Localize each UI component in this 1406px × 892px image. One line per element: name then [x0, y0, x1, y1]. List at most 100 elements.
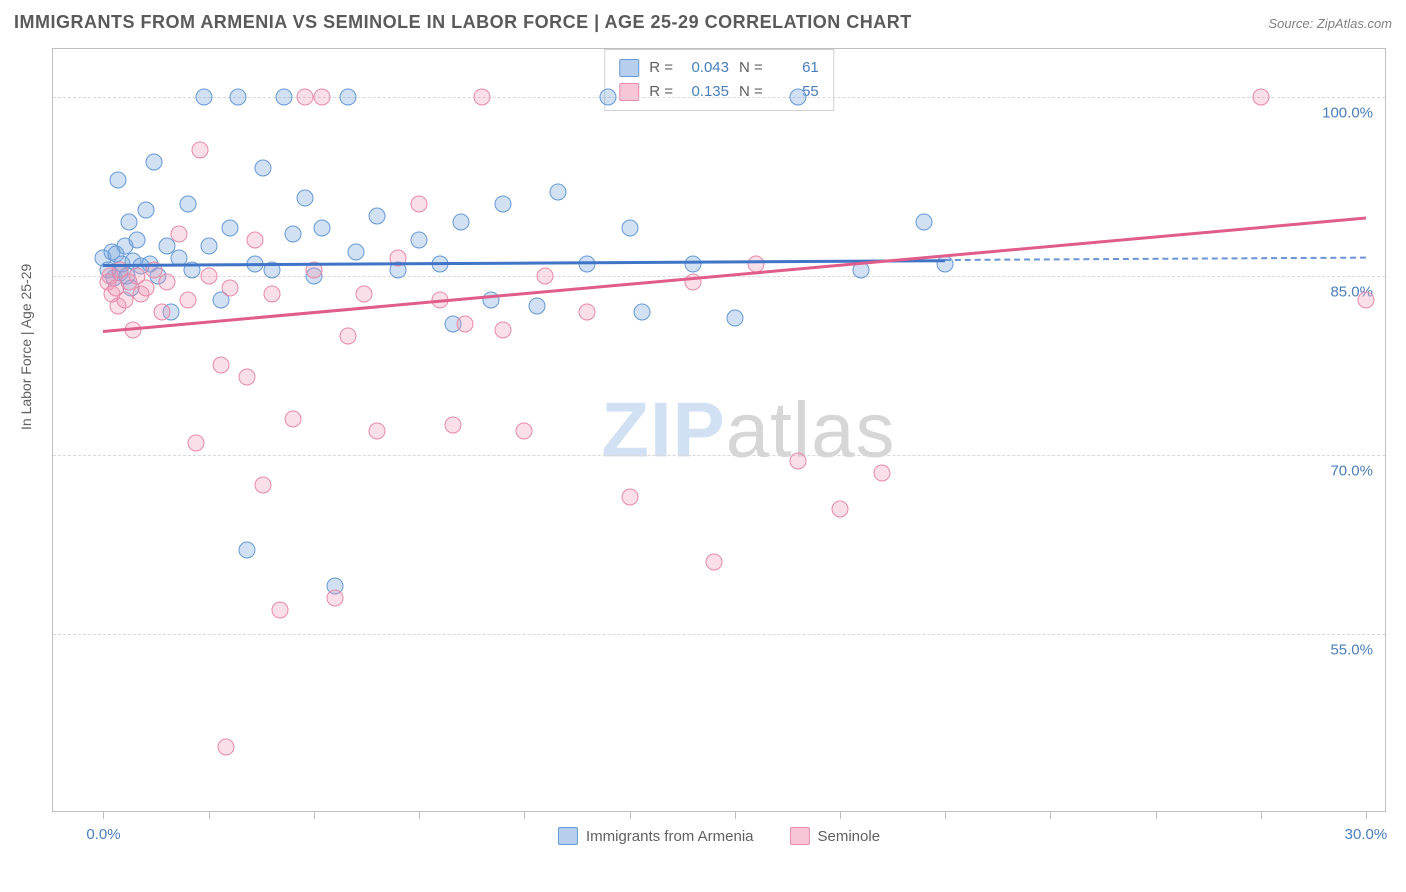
x-tick	[1366, 811, 1367, 819]
scatter-point-s1	[255, 160, 272, 177]
y-tick-label: 70.0%	[1326, 462, 1377, 479]
scatter-point-s1	[411, 232, 428, 249]
scatter-point-s2	[789, 452, 806, 469]
scatter-point-s2	[444, 417, 461, 434]
gridline-h	[53, 97, 1385, 98]
scatter-point-s1	[196, 88, 213, 105]
x-tick	[314, 811, 315, 819]
scatter-point-s1	[621, 220, 638, 237]
scatter-point-s2	[246, 232, 263, 249]
swatch-series1	[619, 59, 639, 77]
scatter-point-s2	[255, 476, 272, 493]
swatch-series2	[790, 827, 810, 845]
scatter-point-s1	[137, 202, 154, 219]
scatter-point-s1	[276, 88, 293, 105]
x-tick	[840, 811, 841, 819]
scatter-point-s2	[188, 434, 205, 451]
scatter-point-s1	[339, 88, 356, 105]
legend-label-series1: Immigrants from Armenia	[586, 828, 754, 845]
title-bar: IMMIGRANTS FROM ARMENIA VS SEMINOLE IN L…	[14, 12, 1392, 33]
scatter-point-s2	[314, 88, 331, 105]
scatter-point-s1	[200, 237, 217, 254]
x-tick	[524, 811, 525, 819]
scatter-point-s2	[326, 590, 343, 607]
scatter-point-s1	[179, 196, 196, 213]
swatch-series1	[558, 827, 578, 845]
y-axis-label: In Labor Force | Age 25-29	[18, 264, 34, 430]
scatter-point-s1	[129, 232, 146, 249]
scatter-point-s1	[369, 208, 386, 225]
gridline-h	[53, 455, 1385, 456]
scatter-point-s1	[297, 190, 314, 207]
scatter-point-s1	[726, 309, 743, 326]
legend-bottom: Immigrants from Armenia Seminole	[558, 827, 880, 845]
scatter-point-s2	[179, 291, 196, 308]
scatter-point-s2	[238, 369, 255, 386]
scatter-point-s2	[137, 279, 154, 296]
x-tick-label: 30.0%	[1345, 826, 1388, 843]
n-label: N =	[739, 80, 763, 104]
scatter-point-s2	[221, 279, 238, 296]
x-tick	[945, 811, 946, 819]
scatter-point-s1	[916, 214, 933, 231]
scatter-point-s2	[457, 315, 474, 332]
scatter-point-s1	[937, 255, 954, 272]
scatter-point-s1	[549, 184, 566, 201]
scatter-point-s1	[579, 255, 596, 272]
trend-dash-s1	[945, 257, 1366, 261]
chart-title: IMMIGRANTS FROM ARMENIA VS SEMINOLE IN L…	[14, 12, 912, 33]
scatter-point-s2	[621, 488, 638, 505]
gridline-h	[53, 634, 1385, 635]
scatter-point-s2	[213, 357, 230, 374]
scatter-point-s1	[600, 88, 617, 105]
x-tick-label: 0.0%	[86, 826, 120, 843]
swatch-series2	[619, 83, 639, 101]
scatter-point-s2	[263, 285, 280, 302]
r-value-series1: 0.043	[683, 56, 729, 80]
scatter-point-s2	[495, 321, 512, 338]
scatter-point-s2	[516, 423, 533, 440]
scatter-point-s2	[537, 267, 554, 284]
scatter-point-s1	[230, 88, 247, 105]
plot-area: ZIPatlas R = 0.043 N = 61 R = 0.135 N = …	[52, 48, 1386, 812]
scatter-point-s1	[120, 214, 137, 231]
scatter-point-s2	[474, 88, 491, 105]
scatter-point-s1	[221, 220, 238, 237]
x-tick	[1156, 811, 1157, 819]
x-tick	[630, 811, 631, 819]
scatter-point-s2	[192, 142, 209, 159]
scatter-point-s2	[272, 602, 289, 619]
scatter-point-s2	[705, 554, 722, 571]
r-label: R =	[649, 80, 673, 104]
scatter-point-s1	[789, 88, 806, 105]
scatter-point-s1	[684, 255, 701, 272]
scatter-point-s2	[1357, 291, 1374, 308]
legend-item-series2: Seminole	[790, 827, 881, 845]
r-label: R =	[649, 56, 673, 80]
x-tick	[103, 811, 104, 819]
scatter-point-s2	[154, 303, 171, 320]
y-tick-label: 100.0%	[1318, 104, 1377, 121]
watermark-zip: ZIP	[601, 386, 725, 474]
scatter-point-s1	[528, 297, 545, 314]
scatter-point-s2	[831, 500, 848, 517]
scatter-point-s1	[347, 243, 364, 260]
legend-item-series1: Immigrants from Armenia	[558, 827, 754, 845]
x-tick	[419, 811, 420, 819]
scatter-point-s2	[579, 303, 596, 320]
r-value-series2: 0.135	[683, 80, 729, 104]
source-label: Source: ZipAtlas.com	[1268, 16, 1392, 31]
scatter-point-s2	[369, 423, 386, 440]
scatter-point-s1	[634, 303, 651, 320]
scatter-point-s1	[453, 214, 470, 231]
scatter-point-s2	[171, 226, 188, 243]
n-label: N =	[739, 56, 763, 80]
y-tick-label: 55.0%	[1326, 641, 1377, 658]
scatter-point-s2	[158, 273, 175, 290]
scatter-point-s2	[339, 327, 356, 344]
scatter-point-s2	[411, 196, 428, 213]
x-tick	[209, 811, 210, 819]
scatter-point-s2	[1252, 88, 1269, 105]
scatter-point-s2	[200, 267, 217, 284]
legend-row-series2: R = 0.135 N = 55	[619, 80, 819, 104]
